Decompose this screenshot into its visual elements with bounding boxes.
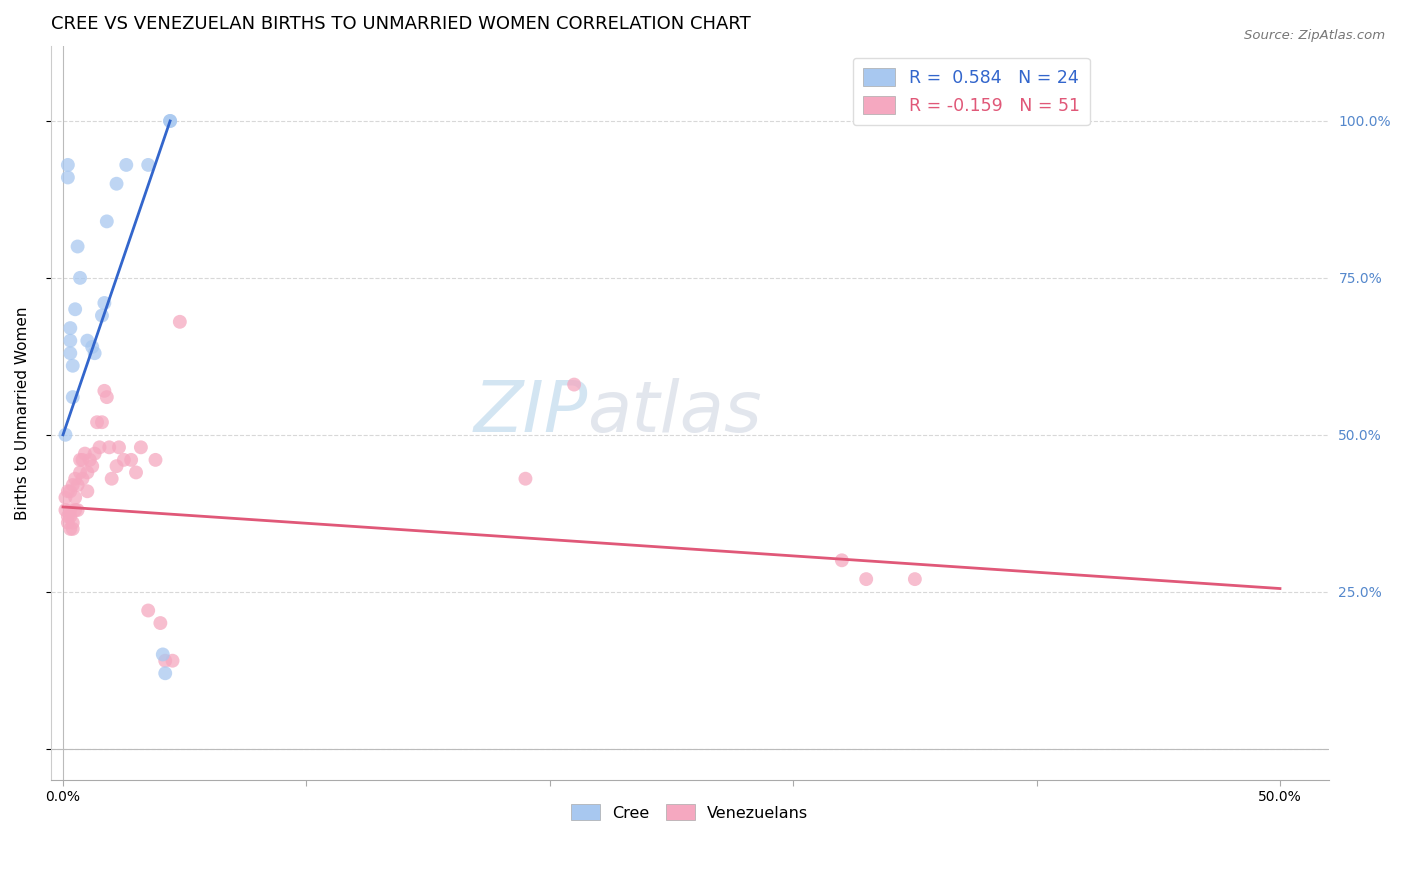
Y-axis label: Births to Unmarried Women: Births to Unmarried Women — [15, 306, 30, 519]
Point — [72, 453, 94, 467]
Point — [515, 472, 537, 486]
Point — [62, 522, 84, 536]
Text: Source: ZipAtlas.com: Source: ZipAtlas.com — [1244, 29, 1385, 42]
Point — [56, 158, 79, 172]
Point — [115, 158, 138, 172]
Point — [83, 447, 105, 461]
Text: atlas: atlas — [588, 378, 762, 447]
Point — [86, 415, 108, 429]
Point — [76, 334, 98, 348]
Point — [83, 346, 105, 360]
Point — [59, 509, 82, 524]
Point — [855, 572, 877, 586]
Point — [72, 472, 94, 486]
Point — [59, 484, 82, 499]
Point — [69, 466, 91, 480]
Point — [55, 491, 77, 505]
Point — [59, 503, 82, 517]
Point — [63, 302, 86, 317]
Point — [62, 359, 84, 373]
Point — [59, 334, 82, 348]
Point — [100, 472, 122, 486]
Point — [105, 459, 128, 474]
Point — [73, 447, 96, 461]
Point — [145, 453, 167, 467]
Point — [63, 472, 86, 486]
Point — [125, 466, 148, 480]
Text: CREE VS VENEZUELAN BIRTHS TO UNMARRIED WOMEN CORRELATION CHART: CREE VS VENEZUELAN BIRTHS TO UNMARRIED W… — [51, 15, 751, 33]
Point — [79, 453, 101, 467]
Point — [89, 440, 111, 454]
Point — [82, 459, 104, 474]
Point — [69, 271, 91, 285]
Point — [59, 321, 82, 335]
Point — [96, 390, 118, 404]
Point — [82, 340, 104, 354]
Point — [56, 170, 79, 185]
Point — [91, 415, 114, 429]
Point — [159, 114, 181, 128]
Point — [66, 478, 89, 492]
Point — [66, 239, 89, 253]
Point — [62, 478, 84, 492]
Point — [56, 516, 79, 530]
Point — [56, 484, 79, 499]
Point — [63, 491, 86, 505]
Point — [904, 572, 927, 586]
Point — [63, 503, 86, 517]
Point — [155, 666, 177, 681]
Point — [162, 654, 184, 668]
Point — [62, 390, 84, 404]
Point — [93, 296, 115, 310]
Point — [136, 603, 159, 617]
Legend: Cree, Venezuelans: Cree, Venezuelans — [565, 797, 815, 827]
Point — [62, 516, 84, 530]
Text: ZIP: ZIP — [474, 378, 588, 447]
Point — [55, 427, 77, 442]
Point — [55, 503, 77, 517]
Point — [562, 377, 585, 392]
Point — [831, 553, 853, 567]
Point — [112, 453, 135, 467]
Point — [120, 453, 142, 467]
Point — [96, 214, 118, 228]
Point — [91, 309, 114, 323]
Point — [136, 158, 159, 172]
Point — [169, 315, 191, 329]
Point — [105, 177, 128, 191]
Point — [56, 509, 79, 524]
Point — [69, 453, 91, 467]
Point — [149, 615, 172, 630]
Point — [93, 384, 115, 398]
Point — [98, 440, 121, 454]
Point — [129, 440, 152, 454]
Point — [76, 466, 98, 480]
Point — [76, 484, 98, 499]
Point — [155, 654, 177, 668]
Point — [159, 114, 181, 128]
Point — [152, 648, 174, 662]
Point — [108, 440, 131, 454]
Point — [59, 522, 82, 536]
Point — [66, 503, 89, 517]
Point — [59, 346, 82, 360]
